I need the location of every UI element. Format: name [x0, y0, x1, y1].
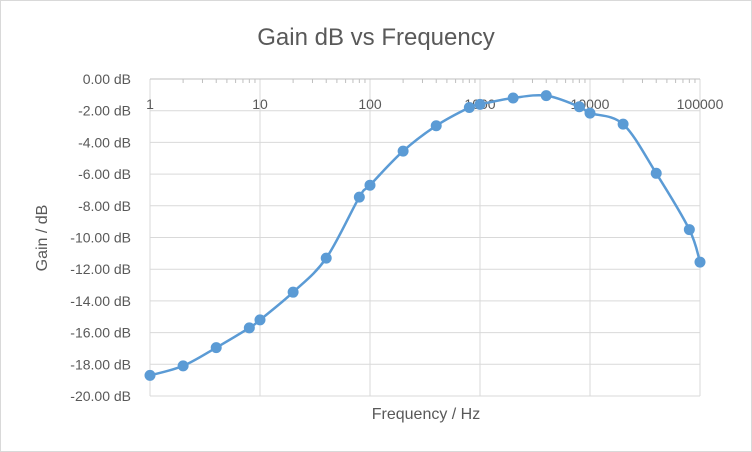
y-tick-label: -12.00 dB [70, 261, 131, 277]
gridlines [149, 78, 701, 397]
data-point [144, 369, 156, 381]
data-point [507, 92, 519, 104]
series-gain [144, 90, 706, 381]
y-tick-label: -10.00 dB [70, 230, 131, 246]
chart-title: Gain dB vs Frequency [257, 24, 494, 51]
x-axis-tick-labels: 110100100010000100000 [146, 96, 723, 112]
data-point [463, 102, 475, 114]
x-tick-label: 100 [358, 96, 382, 112]
data-point [540, 90, 552, 102]
data-point [617, 118, 629, 130]
data-point [584, 107, 596, 119]
data-point [650, 167, 662, 179]
data-point [683, 224, 695, 236]
y-tick-label: -6.00 dB [78, 166, 131, 182]
data-point [320, 252, 332, 264]
data-point [573, 101, 585, 113]
data-point [254, 314, 266, 326]
y-tick-label: -18.00 dB [70, 356, 131, 372]
x-tick-label: 10 [252, 96, 268, 112]
x-axis-title: Frequency / Hz [372, 406, 480, 423]
data-point [474, 98, 486, 110]
data-point [287, 286, 299, 298]
data-point [397, 145, 409, 157]
data-point [694, 256, 706, 268]
y-tick-label: -4.00 dB [78, 134, 131, 150]
y-tick-label: -16.00 dB [70, 325, 131, 341]
y-tick-label: -2.00 dB [78, 103, 131, 119]
data-point [243, 322, 255, 334]
data-point [364, 179, 376, 191]
y-axis-title: Gain / dB [34, 205, 51, 272]
y-tick-label: -20.00 dB [70, 388, 131, 404]
data-point [177, 360, 189, 372]
y-tick-label: -14.00 dB [70, 293, 131, 309]
data-point [430, 120, 442, 132]
y-tick-label: -8.00 dB [78, 198, 131, 214]
data-point [353, 191, 365, 203]
data-point [210, 342, 222, 354]
series-line [149, 93, 702, 377]
y-axis-tick-labels: 0.00 dB -2.00 dB -4.00 dB -6.00 dB -8.00 dB -… [70, 71, 131, 404]
y-tick-label: 0.00 dB [83, 71, 131, 87]
x-axis [150, 78, 700, 83]
x-tick-label: 1 [146, 96, 154, 112]
x-tick-label: 100000 [677, 96, 724, 112]
